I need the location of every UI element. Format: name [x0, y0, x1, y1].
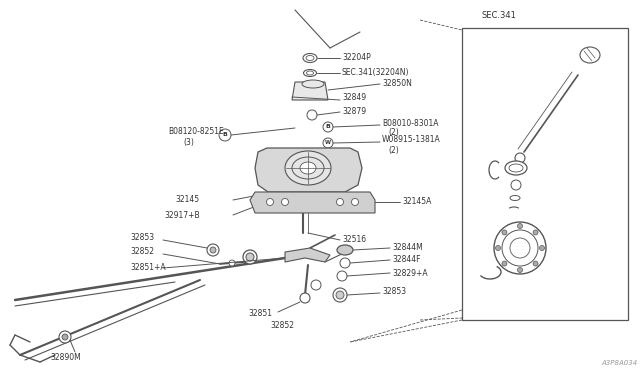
Text: (2): (2)	[388, 128, 399, 138]
Text: B: B	[223, 132, 227, 138]
Circle shape	[518, 267, 522, 273]
Circle shape	[502, 261, 507, 266]
Circle shape	[229, 260, 235, 266]
Text: 32917+B: 32917+B	[164, 211, 200, 219]
Text: (2): (2)	[388, 145, 399, 154]
Circle shape	[207, 244, 219, 256]
Text: (3): (3)	[183, 138, 194, 147]
Text: 32853: 32853	[130, 234, 154, 243]
Text: 32829+A: 32829+A	[392, 269, 428, 278]
Ellipse shape	[509, 164, 523, 172]
Text: 32844M: 32844M	[392, 244, 423, 253]
Ellipse shape	[300, 162, 316, 174]
Circle shape	[62, 334, 68, 340]
Text: B: B	[326, 125, 330, 129]
Circle shape	[518, 224, 522, 228]
Polygon shape	[292, 82, 328, 100]
Ellipse shape	[302, 80, 324, 88]
Text: 32849: 32849	[342, 93, 366, 103]
Circle shape	[502, 230, 538, 266]
Circle shape	[533, 261, 538, 266]
Ellipse shape	[292, 157, 324, 179]
Polygon shape	[255, 148, 362, 192]
Text: 32851+A: 32851+A	[130, 263, 166, 272]
Text: 32145A: 32145A	[402, 198, 431, 206]
Circle shape	[540, 246, 545, 250]
Polygon shape	[285, 248, 330, 262]
Bar	[462, 28, 628, 320]
Ellipse shape	[307, 71, 314, 75]
Ellipse shape	[285, 151, 331, 185]
Text: 32851: 32851	[248, 308, 272, 317]
Circle shape	[515, 153, 525, 163]
Circle shape	[300, 293, 310, 303]
Circle shape	[336, 291, 344, 299]
Circle shape	[307, 110, 317, 120]
Text: 32850N: 32850N	[382, 80, 412, 89]
Text: 32879: 32879	[342, 108, 366, 116]
Text: 32516: 32516	[342, 235, 366, 244]
Circle shape	[243, 250, 257, 264]
Circle shape	[511, 180, 521, 190]
Circle shape	[210, 247, 216, 253]
Circle shape	[533, 230, 538, 235]
Circle shape	[333, 288, 347, 302]
Ellipse shape	[306, 55, 314, 61]
Circle shape	[351, 199, 358, 205]
Circle shape	[246, 253, 254, 261]
Ellipse shape	[580, 47, 600, 63]
Circle shape	[59, 331, 71, 343]
Text: SEC.341: SEC.341	[482, 11, 517, 20]
Text: B08120-8251E: B08120-8251E	[168, 128, 224, 137]
Circle shape	[495, 246, 500, 250]
Text: A3P8A034: A3P8A034	[602, 360, 638, 366]
Circle shape	[337, 271, 347, 281]
Circle shape	[340, 258, 350, 268]
Text: 32890M: 32890M	[50, 353, 81, 362]
Text: 32204P: 32204P	[342, 54, 371, 62]
Circle shape	[282, 199, 289, 205]
Circle shape	[311, 280, 321, 290]
Ellipse shape	[337, 245, 353, 255]
Text: W: W	[325, 141, 331, 145]
Ellipse shape	[505, 161, 527, 175]
Ellipse shape	[303, 54, 317, 62]
Circle shape	[510, 238, 530, 258]
Circle shape	[494, 222, 546, 274]
Text: SEC.341(32204N): SEC.341(32204N)	[342, 68, 410, 77]
Ellipse shape	[510, 196, 520, 201]
Text: 32852: 32852	[270, 321, 294, 330]
Text: 32844F: 32844F	[392, 256, 420, 264]
Text: 32852: 32852	[130, 247, 154, 257]
Text: W08915-1381A: W08915-1381A	[382, 135, 441, 144]
Text: 32145: 32145	[176, 196, 200, 205]
Text: B08010-8301A: B08010-8301A	[382, 119, 438, 128]
Ellipse shape	[303, 70, 317, 77]
Circle shape	[337, 199, 344, 205]
Circle shape	[266, 199, 273, 205]
Circle shape	[502, 230, 507, 235]
Text: 32853: 32853	[382, 286, 406, 295]
Polygon shape	[250, 192, 375, 213]
